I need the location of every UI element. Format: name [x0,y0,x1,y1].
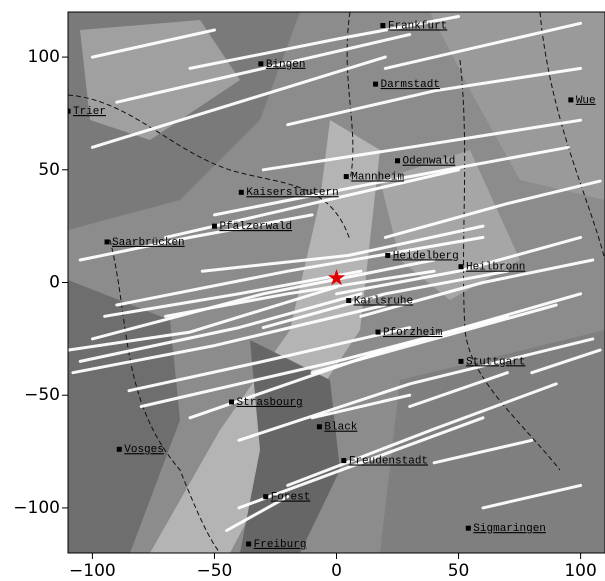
city-label: Odenwald [403,156,456,168]
trajectory [188,15,460,70]
city-label: Freiburg [254,539,307,551]
borders [68,12,605,553]
city-marker [458,358,464,364]
y-tick-label: 50 [38,160,60,180]
trajectory [90,55,387,149]
trajectory [310,393,412,420]
city-marker [258,61,264,67]
city-marker [104,239,110,245]
trajectory [71,303,387,375]
city-label: Vosges [124,444,164,456]
trajectory [188,292,583,420]
city-label: Frankfurt [388,20,447,32]
city-label: Strasbourg [237,397,303,409]
trajectory [78,292,363,363]
city-label: Forest [271,492,311,504]
axes: −100 −50 0 50 100 −100 −50 0 50 100 [13,47,597,581]
trajectory [408,371,509,408]
city-marker [385,252,391,258]
city-labels: Frankfurt Bingen Darmstadt Trier Wue Odenwald… [68,20,596,551]
trajectory [432,438,534,465]
trajectory [213,145,570,217]
y-tick-label: −50 [24,385,60,405]
trajectory [310,303,558,375]
border-line [68,94,351,241]
city-marker [229,399,235,405]
city-marker [316,424,322,430]
border-line [459,59,561,471]
trajectory [383,179,602,239]
city-label: Pfälzerwald [219,221,292,233]
release-point [327,269,346,286]
trajectory [115,33,412,104]
city-marker [341,458,347,464]
city-label: Black [324,422,357,434]
trajectory [261,118,583,172]
trajectory [200,224,485,273]
city-marker [211,223,217,229]
city-label: Darmstadt [381,79,440,91]
city-label: Sigmaringen [473,523,546,535]
city-label: Heilbronn [466,262,525,274]
city-label: Trier [73,106,106,118]
city-label: Karlsruhe [354,295,413,307]
city-marker [373,81,379,87]
city-label: Kaiserslautern [246,187,338,199]
city-marker [380,23,386,29]
y-tick-label: 0 [49,273,60,293]
trajectory [103,269,363,318]
trajectory [90,258,436,341]
trajectory [90,28,216,59]
y-tick-label: −100 [13,498,60,518]
city-label: Freudenstadt [349,455,428,467]
trajectory [383,21,583,70]
x-tick-label: 100 [564,561,596,581]
city-marker [246,541,252,547]
city-marker [568,97,574,103]
city-marker [343,174,349,180]
city-label: Wue [576,95,596,107]
city-marker [375,329,381,335]
trajectory [68,285,338,352]
border-line [539,12,605,261]
trajectory [78,213,314,262]
city-label: Pforzheim [383,327,443,339]
city-marker [68,108,71,114]
x-tick-label: 0 [331,561,342,581]
border-line [109,239,221,553]
x-tick-label: −100 [69,561,116,581]
x-tick-label: 50 [448,561,470,581]
city-label: Mannheim [351,171,404,183]
trajectory [261,269,509,330]
trajectory [225,495,290,532]
trajectory [237,337,595,442]
y-tick-label: 100 [28,47,60,67]
trajectory [115,235,485,307]
trajectory [286,66,583,127]
border-line [346,12,354,181]
city-label: Saarbrücken [112,237,185,249]
tracks [68,15,602,532]
city-marker [465,525,471,531]
x-tick-label: −50 [197,561,233,581]
trajectory [286,382,558,487]
trajectory [237,416,485,510]
trajectory [127,326,412,393]
city-marker [263,494,269,500]
trajectory [164,269,436,318]
trajectory [359,258,595,318]
city-marker [395,158,401,164]
city-marker [458,264,464,270]
city-label: Heidelberg [393,250,459,262]
city-marker [346,298,352,304]
city-label: Bingen [266,59,306,71]
city-label: Stuttgart [466,356,525,368]
city-marker [238,189,244,195]
trajectory [530,348,602,375]
trajectory [335,235,583,296]
city-marker [116,446,122,452]
trajectory [481,483,583,510]
